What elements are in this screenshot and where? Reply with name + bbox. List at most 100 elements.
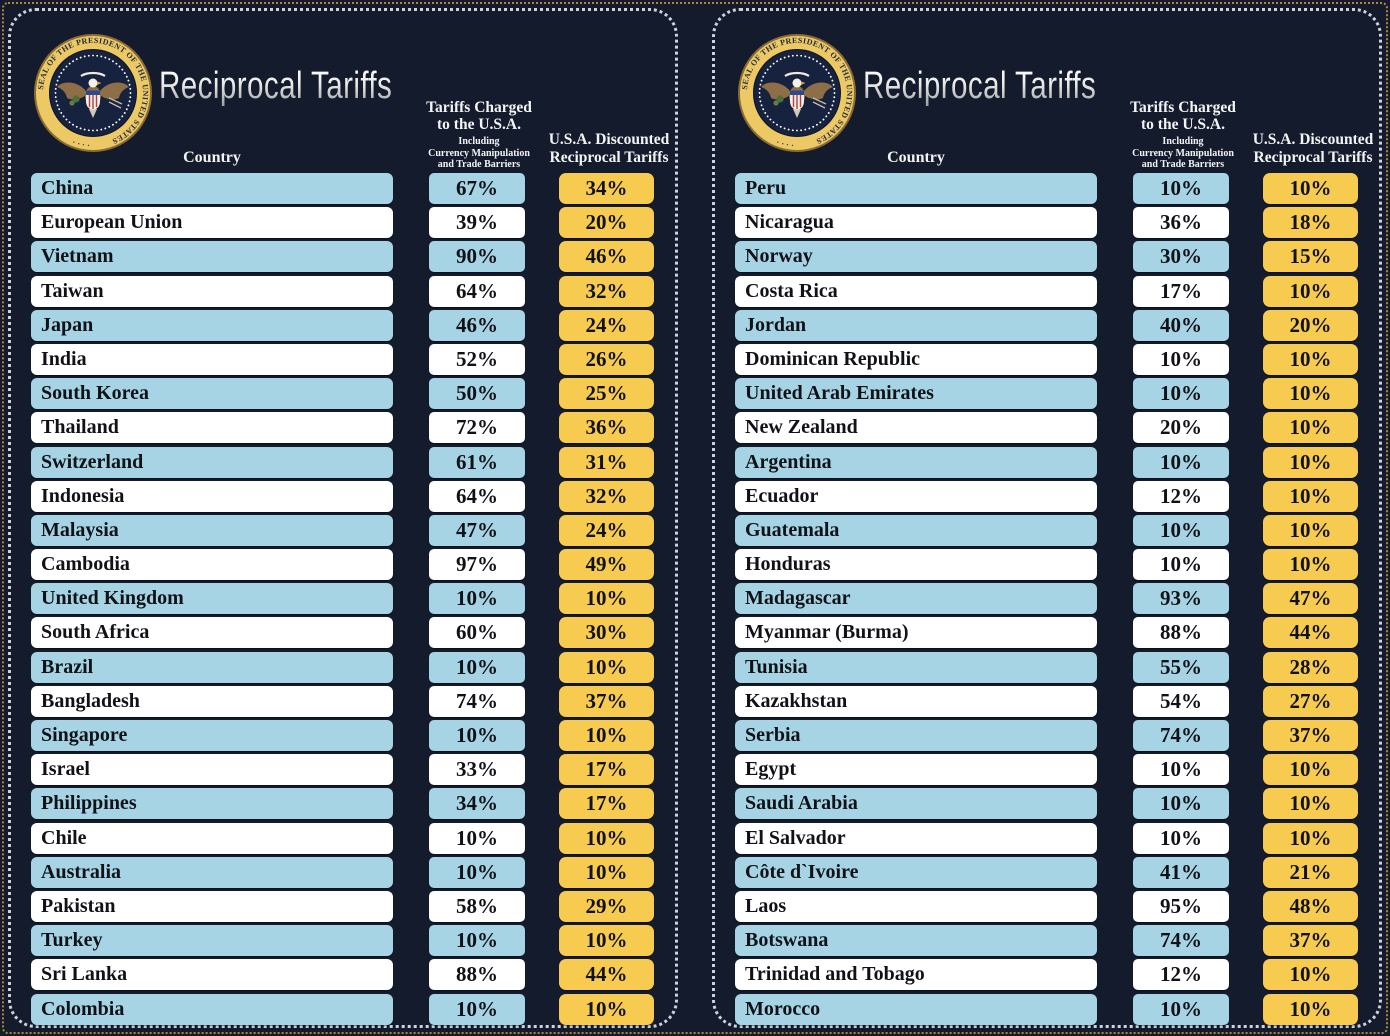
table-row: Guatemala 10% 10%	[715, 514, 1379, 546]
tariff-charged-cell: 20%	[1133, 412, 1229, 444]
tariff-discounted-cell: 10%	[1263, 788, 1358, 820]
country-cell: Indonesia	[31, 480, 393, 512]
tariff-table-right: Peru 10% 10% Nicaragua 36% 18% Norway 30…	[715, 173, 1379, 1025]
table-row: United Kingdom 10% 10%	[11, 583, 675, 615]
country-cell: Colombia	[31, 993, 393, 1025]
tariff-charged-cell: 74%	[1133, 720, 1229, 751]
tariff-discounted-cell: 10%	[1263, 173, 1358, 204]
discounted-header-line: U.S.A. Discounted	[548, 131, 670, 148]
country-cell: Botswana	[735, 925, 1097, 957]
table-row: Côte d`Ivoire 41% 21%	[715, 856, 1379, 888]
country-cell: Dominican Republic	[735, 343, 1097, 375]
tariff-charged-cell: 34%	[429, 788, 525, 820]
tariff-discounted-cell: 10%	[559, 651, 654, 683]
tariff-discounted-cell: 30%	[559, 617, 654, 649]
country-cell: South Africa	[31, 617, 393, 649]
tariff-charged-cell: 10%	[429, 925, 525, 957]
tariff-charged-cell: 90%	[429, 241, 525, 273]
table-row: Turkey 10% 10%	[11, 925, 675, 957]
table-row: Sri Lanka 88% 44%	[11, 959, 675, 991]
country-cell: Japan	[31, 309, 393, 341]
table-row: European Union 39% 20%	[11, 207, 675, 239]
page-title: Reciprocal Tariffs	[159, 65, 393, 107]
tariff-charged-cell: 10%	[429, 856, 525, 888]
tariff-charged-cell: 74%	[429, 685, 525, 717]
tariff-charged-cell: 88%	[429, 959, 525, 991]
tariff-charged-cell: 10%	[1133, 788, 1229, 820]
table-row: Malaysia 47% 24%	[11, 514, 675, 546]
tariff-charged-cell: 40%	[1133, 309, 1229, 341]
tariff-charged-cell: 60%	[429, 617, 525, 649]
table-row: Japan 46% 24%	[11, 309, 675, 341]
tariff-panel-left: SEAL OF THE PRESIDENT OF THE UNITED STAT…	[8, 8, 678, 1028]
country-cell: Brazil	[31, 651, 393, 683]
table-row: Botswana 74% 37%	[715, 925, 1379, 957]
country-cell: Ecuador	[735, 480, 1097, 512]
country-cell: Guatemala	[735, 514, 1097, 546]
column-header-tariffs-charged: Tariffs Charged to the U.S.A. Including …	[1113, 99, 1253, 171]
eagle-emblem	[761, 71, 833, 118]
column-header-discounted: U.S.A. Discounted Reciprocal Tariffs	[539, 131, 679, 167]
table-row: Switzerland 61% 31%	[11, 446, 675, 478]
table-row: China 67% 34%	[11, 173, 675, 204]
tariff-discounted-cell: 32%	[559, 275, 654, 307]
country-cell: Turkey	[31, 925, 393, 957]
tariff-charged-cell: 10%	[1133, 754, 1229, 786]
table-row: Nicaragua 36% 18%	[715, 207, 1379, 239]
country-cell: Serbia	[735, 720, 1097, 751]
tariff-discounted-cell: 26%	[559, 343, 654, 375]
country-cell: Chile	[31, 822, 393, 854]
tariff-charged-cell: 58%	[429, 890, 525, 922]
tariff-charged-cell: 46%	[429, 309, 525, 341]
presidential-seal-icon: SEAL OF THE PRESIDENT OF THE UNITED STAT…	[34, 34, 152, 152]
tariff-discounted-cell: 10%	[559, 583, 654, 615]
country-cell: Bangladesh	[31, 685, 393, 717]
country-cell: Trinidad and Tobago	[735, 959, 1097, 991]
country-cell: Taiwan	[31, 275, 393, 307]
tariff-charged-cell: 88%	[1133, 617, 1229, 649]
charged-header-line: Tariffs Charged	[1130, 99, 1236, 116]
tariff-charged-cell: 54%	[1133, 685, 1229, 717]
table-row: Serbia 74% 37%	[715, 720, 1379, 751]
discounted-header-line: U.S.A. Discounted	[1252, 131, 1374, 148]
tariff-discounted-cell: 10%	[1263, 343, 1358, 375]
tariff-discounted-cell: 48%	[1263, 890, 1358, 922]
tariff-discounted-cell: 10%	[1263, 549, 1358, 581]
country-cell: El Salvador	[735, 822, 1097, 854]
tariff-charged-cell: 72%	[429, 412, 525, 444]
tariff-charged-cell: 12%	[1133, 959, 1229, 991]
tariff-charged-cell: 95%	[1133, 890, 1229, 922]
table-row: India 52% 26%	[11, 343, 675, 375]
charged-subheader-line: Including	[458, 135, 500, 147]
tariff-discounted-cell: 10%	[1263, 959, 1358, 991]
country-cell: Pakistan	[31, 890, 393, 922]
table-row: Thailand 72% 36%	[11, 412, 675, 444]
table-row: Saudi Arabia 10% 10%	[715, 788, 1379, 820]
tariff-discounted-cell: 28%	[1263, 651, 1358, 683]
country-cell: United Arab Emirates	[735, 378, 1097, 410]
charged-subheader-line: and Trade Barriers	[437, 159, 521, 171]
table-row: Vietnam 90% 46%	[11, 241, 675, 273]
table-row: El Salvador 10% 10%	[715, 822, 1379, 854]
table-row: Myanmar (Burma) 88% 44%	[715, 617, 1379, 649]
tariff-discounted-cell: 10%	[1263, 378, 1358, 410]
tariff-charged-cell: 10%	[429, 651, 525, 683]
table-row: Bangladesh 74% 37%	[11, 685, 675, 717]
tariff-discounted-cell: 18%	[1263, 207, 1358, 239]
tariff-discounted-cell: 10%	[1263, 514, 1358, 546]
table-row: Indonesia 64% 32%	[11, 480, 675, 512]
table-row: Egypt 10% 10%	[715, 754, 1379, 786]
tariff-discounted-cell: 10%	[1263, 412, 1358, 444]
tariff-charged-cell: 10%	[429, 822, 525, 854]
tariff-charged-cell: 10%	[1133, 343, 1229, 375]
tariff-table-left: China 67% 34% European Union 39% 20% Vie…	[11, 173, 675, 1025]
tariff-discounted-cell: 34%	[559, 173, 654, 204]
tariff-discounted-cell: 32%	[559, 480, 654, 512]
eagle-emblem	[57, 71, 129, 118]
tariff-charged-cell: 55%	[1133, 651, 1229, 683]
tariff-discounted-cell: 10%	[559, 925, 654, 957]
tariff-charged-cell: 61%	[429, 446, 525, 478]
country-cell: United Kingdom	[31, 583, 393, 615]
country-cell: Madagascar	[735, 583, 1097, 615]
tariff-discounted-cell: 17%	[559, 754, 654, 786]
